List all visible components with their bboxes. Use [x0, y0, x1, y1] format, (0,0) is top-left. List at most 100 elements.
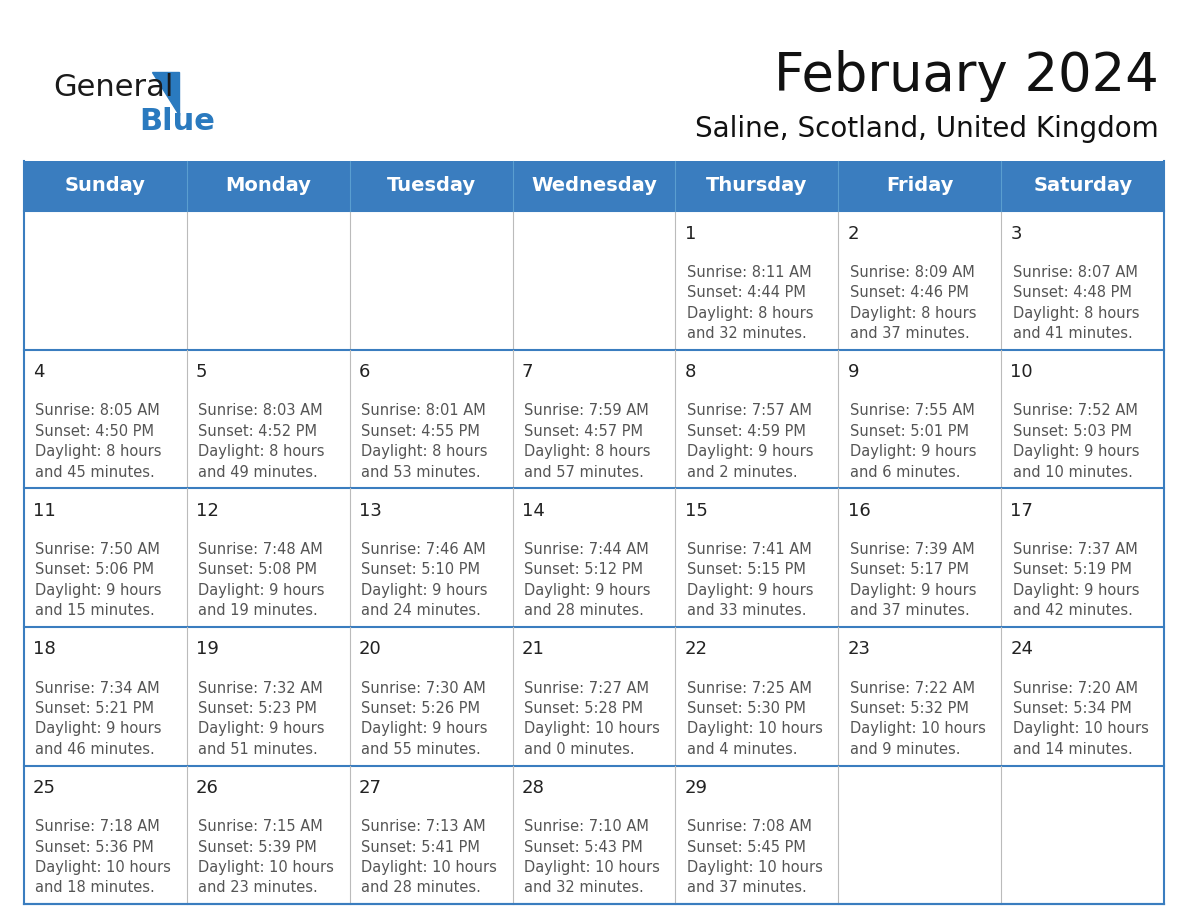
Bar [512, 211, 676, 350]
Bar [24, 161, 1164, 211]
Text: Sunrise: 7:44 AM
Sunset: 5:12 PM
Daylight: 9 hours
and 28 minutes.: Sunrise: 7:44 AM Sunset: 5:12 PM Dayligh… [524, 542, 651, 618]
Text: 6: 6 [359, 364, 371, 381]
Bar [24, 350, 187, 488]
Bar [187, 627, 349, 766]
Bar [676, 766, 839, 904]
Text: Sunrise: 8:11 AM
Sunset: 4:44 PM
Daylight: 8 hours
and 32 minutes.: Sunrise: 8:11 AM Sunset: 4:44 PM Dayligh… [687, 264, 814, 341]
Text: 18: 18 [33, 641, 56, 658]
Text: Sunrise: 7:46 AM
Sunset: 5:10 PM
Daylight: 9 hours
and 24 minutes.: Sunrise: 7:46 AM Sunset: 5:10 PM Dayligh… [361, 542, 487, 618]
Text: 20: 20 [359, 641, 381, 658]
Text: Sunrise: 7:20 AM
Sunset: 5:34 PM
Daylight: 10 hours
and 14 minutes.: Sunrise: 7:20 AM Sunset: 5:34 PM Dayligh… [1012, 680, 1149, 756]
Text: 16: 16 [847, 502, 871, 520]
Bar [512, 488, 676, 627]
Bar [676, 350, 839, 488]
Text: Friday: Friday [886, 176, 954, 196]
Text: 25: 25 [33, 779, 56, 797]
Text: Sunrise: 7:59 AM
Sunset: 4:57 PM
Daylight: 8 hours
and 57 minutes.: Sunrise: 7:59 AM Sunset: 4:57 PM Dayligh… [524, 403, 651, 479]
Text: Sunrise: 7:48 AM
Sunset: 5:08 PM
Daylight: 9 hours
and 19 minutes.: Sunrise: 7:48 AM Sunset: 5:08 PM Dayligh… [198, 542, 324, 618]
Text: Thursday: Thursday [706, 176, 808, 196]
Text: 8: 8 [684, 364, 696, 381]
Text: Saturday: Saturday [1034, 176, 1132, 196]
Bar [839, 627, 1001, 766]
Bar [512, 627, 676, 766]
Bar [349, 350, 512, 488]
Text: 24: 24 [1011, 641, 1034, 658]
Text: Sunrise: 7:50 AM
Sunset: 5:06 PM
Daylight: 9 hours
and 15 minutes.: Sunrise: 7:50 AM Sunset: 5:06 PM Dayligh… [36, 542, 162, 618]
Bar [24, 766, 187, 904]
Bar [512, 350, 676, 488]
Text: 12: 12 [196, 502, 219, 520]
Bar [1001, 488, 1164, 627]
Text: Sunrise: 8:01 AM
Sunset: 4:55 PM
Daylight: 8 hours
and 53 minutes.: Sunrise: 8:01 AM Sunset: 4:55 PM Dayligh… [361, 403, 487, 479]
Bar [349, 766, 512, 904]
Text: General: General [53, 73, 173, 103]
Text: 5: 5 [196, 364, 208, 381]
Text: 23: 23 [847, 641, 871, 658]
Bar [187, 766, 349, 904]
Bar [349, 211, 512, 350]
Text: Sunrise: 7:57 AM
Sunset: 4:59 PM
Daylight: 9 hours
and 2 minutes.: Sunrise: 7:57 AM Sunset: 4:59 PM Dayligh… [687, 403, 814, 479]
Bar [676, 211, 839, 350]
Text: Sunrise: 8:07 AM
Sunset: 4:48 PM
Daylight: 8 hours
and 41 minutes.: Sunrise: 8:07 AM Sunset: 4:48 PM Dayligh… [1012, 264, 1139, 341]
Bar [839, 488, 1001, 627]
Text: Sunrise: 8:09 AM
Sunset: 4:46 PM
Daylight: 8 hours
and 37 minutes.: Sunrise: 8:09 AM Sunset: 4:46 PM Dayligh… [849, 264, 977, 341]
Text: Sunrise: 8:03 AM
Sunset: 4:52 PM
Daylight: 8 hours
and 49 minutes.: Sunrise: 8:03 AM Sunset: 4:52 PM Dayligh… [198, 403, 324, 479]
Text: 7: 7 [522, 364, 533, 381]
Bar [349, 488, 512, 627]
Text: Wednesday: Wednesday [531, 176, 657, 196]
Text: Sunrise: 7:34 AM
Sunset: 5:21 PM
Daylight: 9 hours
and 46 minutes.: Sunrise: 7:34 AM Sunset: 5:21 PM Dayligh… [36, 680, 162, 756]
Text: Sunrise: 7:30 AM
Sunset: 5:26 PM
Daylight: 9 hours
and 55 minutes.: Sunrise: 7:30 AM Sunset: 5:26 PM Dayligh… [361, 680, 487, 756]
Bar [676, 627, 839, 766]
Text: Sunrise: 7:37 AM
Sunset: 5:19 PM
Daylight: 9 hours
and 42 minutes.: Sunrise: 7:37 AM Sunset: 5:19 PM Dayligh… [1012, 542, 1139, 618]
Bar [24, 211, 187, 350]
Text: 2: 2 [847, 225, 859, 242]
Text: 9: 9 [847, 364, 859, 381]
Text: 17: 17 [1011, 502, 1034, 520]
Text: Sunrise: 7:22 AM
Sunset: 5:32 PM
Daylight: 10 hours
and 9 minutes.: Sunrise: 7:22 AM Sunset: 5:32 PM Dayligh… [849, 680, 986, 756]
Text: Monday: Monday [226, 176, 311, 196]
Text: 3: 3 [1011, 225, 1022, 242]
Text: 28: 28 [522, 779, 544, 797]
Text: Sunrise: 8:05 AM
Sunset: 4:50 PM
Daylight: 8 hours
and 45 minutes.: Sunrise: 8:05 AM Sunset: 4:50 PM Dayligh… [36, 403, 162, 479]
Bar [1001, 766, 1164, 904]
Text: Sunrise: 7:25 AM
Sunset: 5:30 PM
Daylight: 10 hours
and 4 minutes.: Sunrise: 7:25 AM Sunset: 5:30 PM Dayligh… [687, 680, 823, 756]
Text: Sunrise: 7:39 AM
Sunset: 5:17 PM
Daylight: 9 hours
and 37 minutes.: Sunrise: 7:39 AM Sunset: 5:17 PM Dayligh… [849, 542, 977, 618]
Bar [1001, 350, 1164, 488]
Text: 14: 14 [522, 502, 544, 520]
Text: Sunrise: 7:32 AM
Sunset: 5:23 PM
Daylight: 9 hours
and 51 minutes.: Sunrise: 7:32 AM Sunset: 5:23 PM Dayligh… [198, 680, 324, 756]
Text: Sunrise: 7:52 AM
Sunset: 5:03 PM
Daylight: 9 hours
and 10 minutes.: Sunrise: 7:52 AM Sunset: 5:03 PM Dayligh… [1012, 403, 1139, 479]
Text: Sunrise: 7:27 AM
Sunset: 5:28 PM
Daylight: 10 hours
and 0 minutes.: Sunrise: 7:27 AM Sunset: 5:28 PM Dayligh… [524, 680, 659, 756]
Bar [187, 211, 349, 350]
Polygon shape [152, 73, 179, 115]
Bar [349, 627, 512, 766]
Text: Sunrise: 7:13 AM
Sunset: 5:41 PM
Daylight: 10 hours
and 28 minutes.: Sunrise: 7:13 AM Sunset: 5:41 PM Dayligh… [361, 819, 497, 895]
Text: 1: 1 [684, 225, 696, 242]
Text: Sunrise: 7:55 AM
Sunset: 5:01 PM
Daylight: 9 hours
and 6 minutes.: Sunrise: 7:55 AM Sunset: 5:01 PM Dayligh… [849, 403, 977, 479]
Text: Tuesday: Tuesday [386, 176, 475, 196]
Bar [24, 627, 187, 766]
Bar [839, 766, 1001, 904]
Text: Blue: Blue [139, 107, 215, 137]
Bar [839, 350, 1001, 488]
Text: 21: 21 [522, 641, 544, 658]
Text: 26: 26 [196, 779, 219, 797]
Text: 13: 13 [359, 502, 381, 520]
Bar [676, 488, 839, 627]
Text: February 2024: February 2024 [773, 50, 1158, 103]
Text: 27: 27 [359, 779, 381, 797]
Text: 22: 22 [684, 641, 708, 658]
Text: 10: 10 [1011, 364, 1034, 381]
Text: 19: 19 [196, 641, 219, 658]
Bar [24, 488, 187, 627]
Text: Sunrise: 7:18 AM
Sunset: 5:36 PM
Daylight: 10 hours
and 18 minutes.: Sunrise: 7:18 AM Sunset: 5:36 PM Dayligh… [36, 819, 171, 895]
Bar [187, 488, 349, 627]
Bar [839, 211, 1001, 350]
Text: 4: 4 [33, 364, 44, 381]
Text: Saline, Scotland, United Kingdom: Saline, Scotland, United Kingdom [695, 115, 1158, 143]
Text: Sunrise: 7:41 AM
Sunset: 5:15 PM
Daylight: 9 hours
and 33 minutes.: Sunrise: 7:41 AM Sunset: 5:15 PM Dayligh… [687, 542, 814, 618]
Text: Sunday: Sunday [65, 176, 146, 196]
Bar [187, 350, 349, 488]
Bar [512, 766, 676, 904]
Text: 15: 15 [684, 502, 708, 520]
Text: Sunrise: 7:15 AM
Sunset: 5:39 PM
Daylight: 10 hours
and 23 minutes.: Sunrise: 7:15 AM Sunset: 5:39 PM Dayligh… [198, 819, 334, 895]
